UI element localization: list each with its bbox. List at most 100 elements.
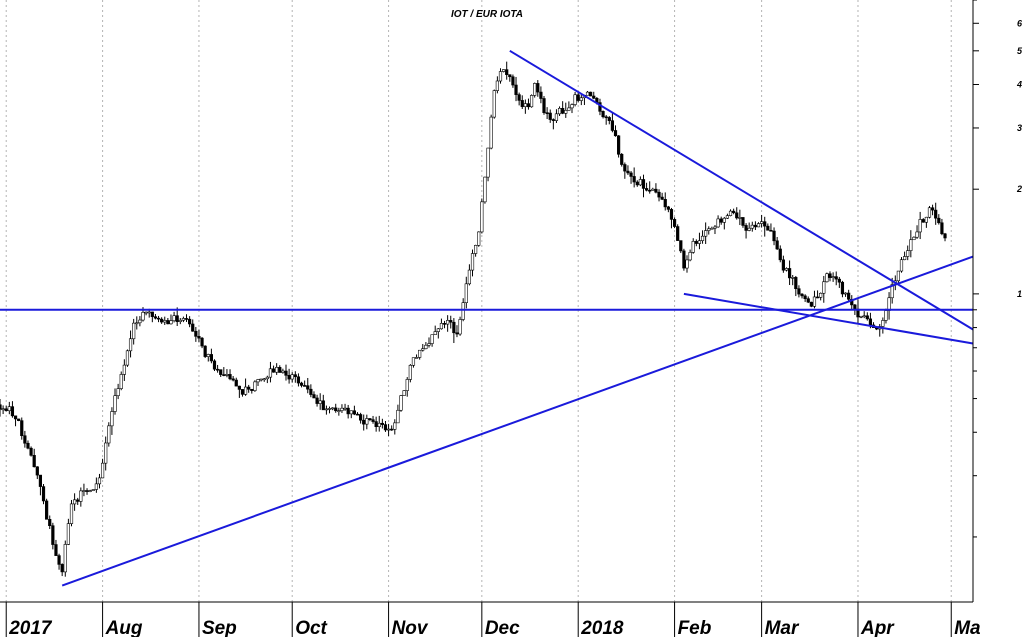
candle bbox=[557, 106, 562, 117]
candle-body bbox=[414, 357, 419, 359]
x-axis: 2017 Aug Sep Oct Nov Dec 2018 Feb Mar Apr Ma bbox=[5, 602, 981, 637]
candle bbox=[20, 417, 24, 440]
candle-body bbox=[570, 104, 574, 109]
candle bbox=[859, 315, 863, 319]
candle bbox=[903, 251, 907, 261]
candle-body bbox=[321, 400, 325, 411]
candle bbox=[396, 404, 400, 424]
candle bbox=[697, 232, 702, 250]
candle bbox=[610, 113, 614, 133]
candle-body bbox=[212, 360, 217, 370]
candle-body bbox=[896, 270, 900, 282]
candle bbox=[110, 407, 114, 435]
candle-body bbox=[160, 318, 164, 323]
candle-body bbox=[346, 407, 350, 415]
candle-body bbox=[156, 317, 161, 320]
candle-body bbox=[23, 435, 27, 444]
candle bbox=[243, 378, 248, 396]
x-tick-label: Mar bbox=[765, 618, 800, 637]
candle bbox=[567, 101, 571, 111]
candle bbox=[517, 92, 521, 106]
candle-body bbox=[0, 404, 2, 410]
candle bbox=[427, 337, 431, 348]
candle bbox=[386, 423, 391, 437]
y-tick-label: 5 bbox=[1017, 46, 1023, 56]
candle bbox=[775, 236, 779, 250]
candle bbox=[576, 92, 580, 103]
candle-body bbox=[514, 84, 518, 95]
y-axis: 6 5 4 3 2 1 bbox=[973, 0, 1023, 538]
candle bbox=[256, 378, 260, 386]
candle bbox=[533, 82, 537, 98]
candle bbox=[433, 325, 437, 336]
candle bbox=[713, 224, 717, 235]
candle bbox=[672, 217, 677, 229]
candle-body bbox=[660, 196, 664, 200]
candle-body bbox=[859, 315, 863, 318]
candle-body bbox=[679, 240, 683, 252]
candle bbox=[32, 448, 36, 468]
candle bbox=[663, 192, 667, 211]
candle bbox=[529, 94, 534, 108]
candle-body bbox=[716, 218, 720, 228]
candle bbox=[719, 216, 723, 225]
candle bbox=[399, 394, 403, 412]
candle bbox=[669, 207, 674, 229]
candle bbox=[306, 377, 310, 394]
candle bbox=[909, 230, 913, 258]
candle bbox=[231, 376, 235, 382]
candle-body bbox=[262, 378, 266, 381]
candle-body bbox=[349, 410, 353, 415]
candle bbox=[691, 238, 695, 254]
candle-body bbox=[253, 381, 257, 391]
candle-body bbox=[390, 428, 394, 431]
candle bbox=[554, 109, 559, 124]
candle bbox=[278, 365, 282, 373]
candle-body bbox=[107, 425, 111, 444]
candle bbox=[439, 318, 444, 330]
candle-body bbox=[119, 374, 123, 389]
candle-body bbox=[704, 230, 708, 237]
candle bbox=[747, 222, 751, 232]
candle-body bbox=[365, 418, 369, 425]
candle bbox=[927, 205, 932, 219]
candle-body bbox=[791, 277, 795, 279]
candle-body bbox=[850, 298, 854, 306]
candle bbox=[470, 249, 475, 277]
candle bbox=[607, 116, 611, 125]
y-tick-label: 6 bbox=[1017, 18, 1023, 28]
candle bbox=[756, 222, 761, 228]
candle bbox=[464, 276, 468, 309]
candle-body bbox=[843, 292, 848, 295]
candle bbox=[685, 255, 689, 273]
candle-body bbox=[486, 147, 490, 178]
candle bbox=[505, 61, 509, 80]
candle bbox=[66, 518, 70, 546]
candle-body bbox=[906, 250, 910, 257]
candle-body bbox=[275, 367, 279, 373]
candle bbox=[750, 221, 754, 232]
candle bbox=[163, 316, 167, 326]
candle-body bbox=[256, 379, 260, 383]
candle bbox=[337, 407, 341, 416]
candle-body bbox=[309, 388, 313, 395]
candle-body bbox=[452, 321, 456, 334]
candle bbox=[116, 383, 120, 400]
candle bbox=[660, 192, 664, 201]
candle-body bbox=[654, 188, 658, 193]
candle-body bbox=[38, 474, 43, 487]
candle bbox=[508, 74, 512, 82]
candle bbox=[940, 218, 944, 236]
candle bbox=[293, 371, 297, 383]
candle bbox=[694, 239, 698, 247]
candle bbox=[430, 334, 434, 347]
candle bbox=[679, 240, 683, 254]
candle-body bbox=[175, 315, 179, 322]
candle bbox=[63, 540, 67, 577]
candle bbox=[725, 213, 730, 219]
candle-body bbox=[511, 76, 515, 86]
candle-body bbox=[635, 181, 639, 186]
candle bbox=[119, 371, 123, 391]
candle-body bbox=[517, 94, 521, 101]
candle-body bbox=[881, 320, 885, 327]
